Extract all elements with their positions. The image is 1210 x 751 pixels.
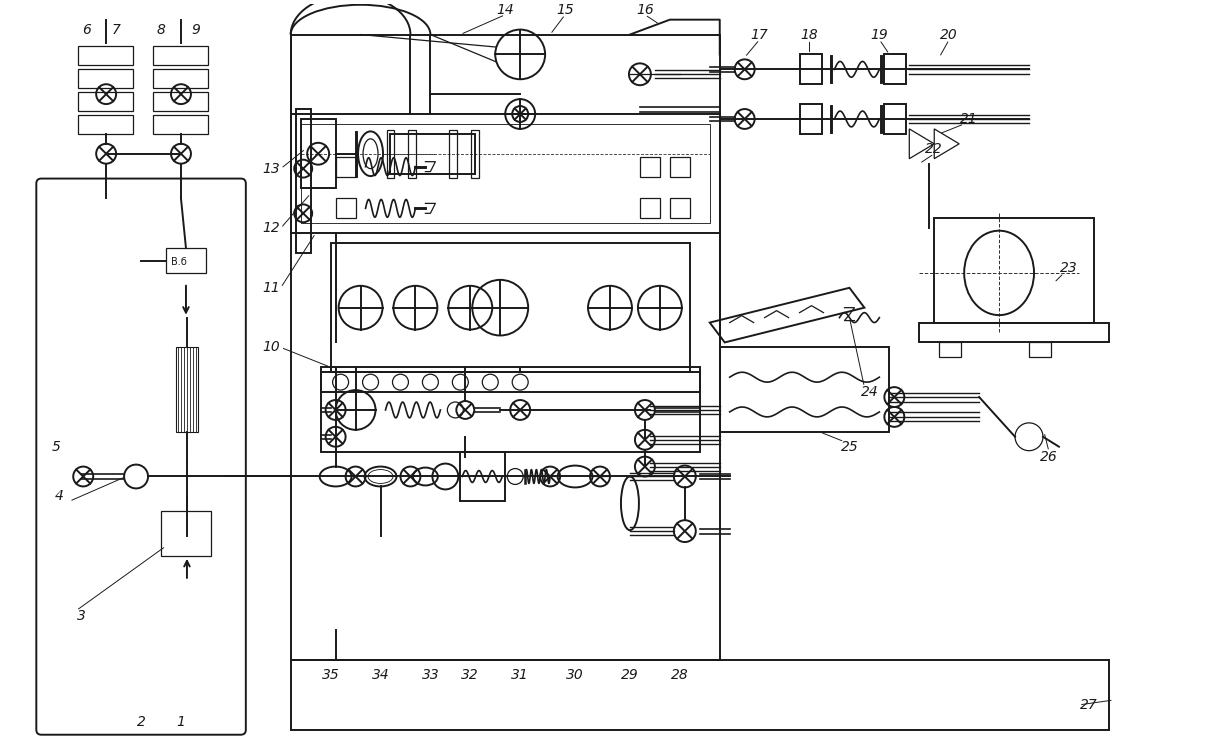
Text: 3: 3 [76,608,86,623]
Bar [939,342,961,357]
Bar [885,54,906,84]
Text: 22: 22 [926,142,943,155]
Text: 19: 19 [870,28,888,41]
Bar [640,198,659,219]
Text: 23: 23 [1060,261,1078,275]
Text: В.б: В.б [171,257,186,267]
Bar [934,219,1094,323]
Text: 35: 35 [322,668,340,682]
Bar [175,348,198,432]
Text: 17: 17 [750,28,768,41]
Text: 21: 21 [961,112,978,126]
Bar [409,130,416,177]
Text: 2: 2 [137,715,145,728]
Bar [152,92,208,111]
Text: 24: 24 [860,385,878,399]
Bar [391,134,476,173]
Bar [79,115,133,134]
Text: 16: 16 [636,3,653,17]
Bar [152,115,208,134]
Text: 30: 30 [566,668,584,682]
Bar [800,104,822,134]
Bar [321,367,699,451]
Bar [152,69,208,88]
Bar [472,130,479,177]
Text: 10: 10 [261,340,280,354]
Text: 32: 32 [461,668,479,682]
Text: 9: 9 [191,23,201,37]
Text: 13: 13 [261,161,280,176]
Bar [640,157,659,176]
Bar [386,130,394,177]
Text: 5: 5 [52,439,60,454]
Bar [79,47,133,65]
Text: 8: 8 [156,23,166,37]
Bar [460,451,506,502]
Bar [885,104,906,134]
Bar [720,348,889,432]
Bar [161,511,211,556]
Bar [166,248,206,273]
Text: 26: 26 [1041,450,1058,463]
Bar [152,47,208,65]
Bar [330,243,690,372]
Text: 4: 4 [54,490,64,503]
Text: 11: 11 [261,281,280,295]
Bar [301,124,710,223]
Bar [301,119,335,189]
Text: 12: 12 [261,222,280,235]
Bar [335,198,356,219]
Text: 15: 15 [557,3,574,17]
Bar [79,92,133,111]
Text: 7: 7 [111,23,121,37]
Text: 20: 20 [940,28,958,41]
Bar [1028,342,1051,357]
Bar [920,323,1108,342]
Bar [800,54,822,84]
Bar [290,114,720,233]
Bar [290,660,1108,730]
Text: 27: 27 [1081,698,1097,712]
Bar [295,109,311,253]
Text: 34: 34 [371,668,390,682]
Text: 6: 6 [82,23,91,37]
Bar [670,157,690,176]
Text: 33: 33 [421,668,439,682]
Text: 14: 14 [496,3,514,17]
Bar [335,157,356,176]
Bar [670,198,690,219]
Bar [290,35,720,660]
Text: 29: 29 [621,668,639,682]
Bar [79,69,133,88]
Text: 28: 28 [672,668,688,682]
Text: 1: 1 [177,715,185,728]
Text: 31: 31 [512,668,529,682]
Text: 18: 18 [801,28,818,41]
Bar [449,130,457,177]
Text: 25: 25 [841,439,858,454]
